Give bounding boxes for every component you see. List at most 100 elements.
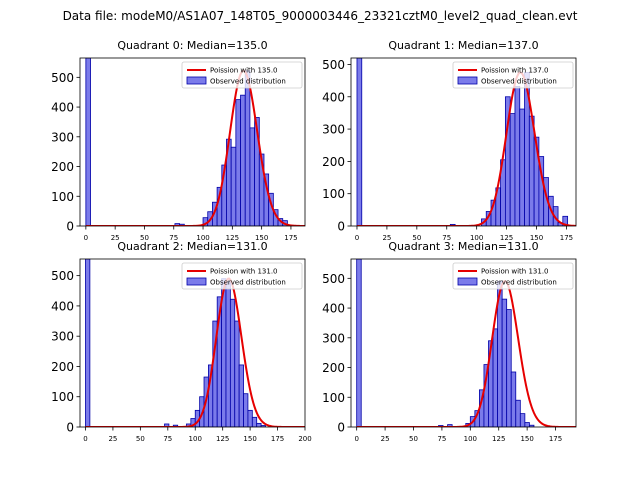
y-tick-label: 400 [322, 90, 345, 104]
y-tick-label: 300 [51, 330, 74, 344]
y-tick-label: 100 [322, 391, 345, 405]
x-tick-label: 125 [500, 234, 513, 242]
x-tick-label: 50 [136, 435, 145, 443]
subplot-title: Quadrant 2: Median=131.0 [117, 240, 267, 253]
x-tick-label: 50 [412, 234, 421, 242]
y-tick-label: 500 [51, 71, 74, 85]
subplot-2: Quadrant 2: Median=131.0 0 25 50 75 100 125 150… [51, 240, 312, 443]
y-tick-label: 100 [51, 190, 74, 204]
y-tick-label: 500 [51, 269, 74, 283]
x-tick-label: 125 [226, 234, 239, 242]
legend: Poission with 137.0 Observed distribution [452, 61, 574, 89]
histogram-bar-14 [234, 320, 240, 427]
histogram-bar-9 [492, 328, 498, 427]
x-tick-label: 150 [255, 234, 268, 242]
x-tick-label: 0 [83, 435, 87, 443]
subplots: Quadrant 0: Median=135.0 0 25 50 75 100 125 150… [51, 39, 577, 443]
subplot-3: Quadrant 3: Median=131.0 0 25 50 75 100 125 150… [322, 240, 577, 443]
histogram-bar-15 [238, 364, 244, 427]
x-tick-label: 100 [189, 435, 202, 443]
legend-label-poisson: Poission with 137.0 [481, 67, 549, 75]
legend-label-observed: Observed distribution [481, 78, 557, 86]
poisson-curve [356, 280, 576, 427]
histogram-bar-10 [519, 108, 525, 226]
legend-label-observed: Observed distribution [210, 279, 286, 287]
x-tick-label: 175 [549, 435, 562, 443]
x-tick-label: 150 [530, 234, 543, 242]
legend-bar-swatch [186, 76, 207, 85]
histogram-bars [356, 58, 569, 226]
y-tick-label: 200 [322, 361, 345, 375]
x-tick-label: 0 [354, 435, 358, 443]
legend: Poission with 131.0 Observed distribution [452, 262, 574, 290]
x-tick-label: 25 [382, 234, 391, 242]
x-tick-label: 125 [216, 435, 229, 443]
legend-box [452, 262, 574, 290]
histogram-bar-0 [356, 259, 362, 427]
histogram-bar-19 [562, 215, 569, 226]
legend-label-poisson: Poission with 131.0 [210, 268, 278, 276]
y-tick-label: 0 [66, 220, 74, 234]
legend-box [452, 61, 574, 89]
y-tick-label: 300 [322, 331, 345, 345]
histogram-bar-15 [519, 413, 526, 427]
legend-box [181, 61, 303, 89]
y-tick-label: 500 [322, 272, 345, 286]
x-tick-label: 100 [196, 234, 209, 242]
x-tick-label: 100 [470, 234, 483, 242]
histogram-bar-13 [510, 371, 517, 427]
histogram-bar-11 [240, 94, 246, 226]
subplot-title: Quadrant 1: Median=137.0 [388, 39, 538, 52]
x-tick-label: 25 [111, 234, 120, 242]
y-tick-label: 200 [51, 160, 74, 174]
y-tick-label: 400 [322, 302, 345, 316]
histogram-bar-0 [85, 259, 91, 427]
histogram-bar-9 [514, 86, 521, 226]
histogram-bar-9 [230, 146, 237, 226]
y-tick-label: 200 [51, 360, 74, 374]
legend-label-poisson: Poission with 131.0 [481, 268, 549, 276]
y-tick-label: 100 [51, 390, 74, 404]
x-tick-label: 50 [140, 234, 149, 242]
subplot-title: Quadrant 0: Median=135.0 [117, 39, 267, 52]
histogram-bar-10 [235, 99, 241, 226]
y-tick-label: 400 [51, 101, 74, 115]
y-tick-label: 300 [322, 123, 345, 137]
histogram-bar-2 [447, 424, 453, 427]
histogram-bar-13 [229, 298, 236, 427]
axes-frame [350, 258, 577, 428]
x-tick-label: 75 [437, 435, 446, 443]
x-tick-label: 75 [442, 234, 451, 242]
subplot-0: Quadrant 0: Median=135.0 0 25 50 75 100 125 150… [51, 39, 306, 242]
axes-frame [350, 57, 577, 227]
histogram-bar-19 [256, 422, 262, 427]
x-tick-label: 75 [163, 435, 172, 443]
legend-bar-swatch [186, 277, 207, 286]
x-tick-label: 175 [271, 435, 284, 443]
y-tick-label: 300 [51, 130, 74, 144]
legend: Poission with 131.0 Observed distribution [181, 262, 303, 290]
histogram-bars [85, 58, 293, 226]
y-tick-label: 0 [66, 421, 74, 435]
x-tick-label: 100 [464, 435, 477, 443]
x-tick-label: 0 [84, 234, 88, 242]
histogram-bar-12 [506, 309, 512, 427]
y-tick-label: 400 [51, 299, 74, 313]
x-tick-label: 175 [560, 234, 573, 242]
histogram-bar-11 [501, 298, 508, 427]
legend-label-observed: Observed distribution [210, 78, 286, 86]
legend-label-observed: Observed distribution [481, 279, 557, 287]
histogram-bar-18 [251, 416, 258, 427]
figure-title: Data file: modeM0/AS1A07_148T05_90000034… [63, 9, 578, 23]
x-tick-label: 150 [520, 435, 533, 443]
histogram-bar-0 [356, 58, 363, 226]
histogram-bar-12 [244, 70, 251, 226]
y-tick-label: 0 [337, 220, 345, 234]
histogram-bar-16 [524, 422, 530, 427]
subplot-title: Quadrant 3: Median=131.0 [388, 240, 538, 253]
histogram-bar-17 [247, 409, 253, 427]
histogram-bar-12 [528, 115, 535, 226]
axes-frame [79, 258, 306, 428]
x-tick-label: 75 [169, 234, 178, 242]
